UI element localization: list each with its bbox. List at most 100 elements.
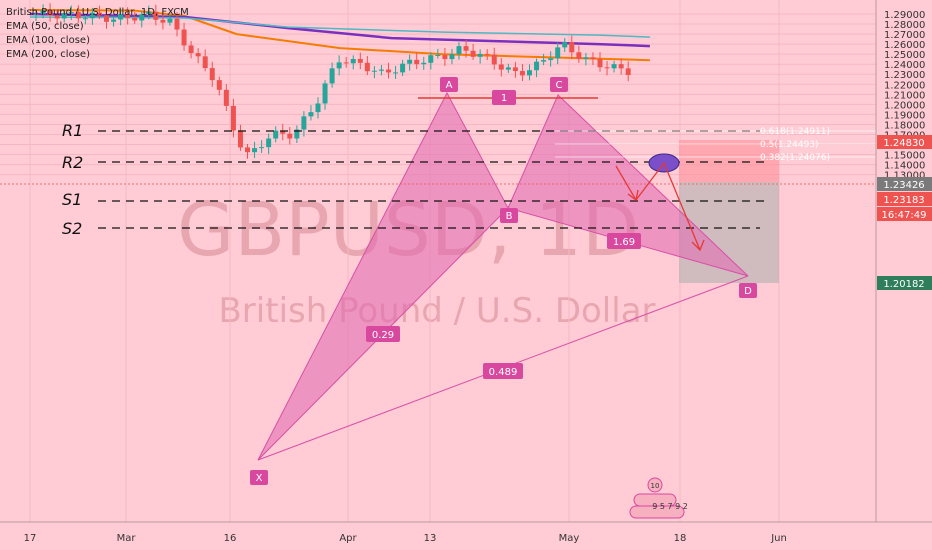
candle-body (541, 60, 547, 62)
candle-body (400, 63, 406, 73)
x-tick-label: Apr (339, 533, 357, 544)
candle-body (75, 12, 81, 19)
fib-5-label: 0.5(1.24493) (760, 140, 819, 150)
x-tick-label: 13 (424, 533, 437, 544)
candle-body (435, 55, 441, 57)
candle-body (625, 68, 631, 76)
svg-text:1.20182: 1.20182 (883, 279, 924, 290)
event-badge-icon[interactable]: 10 9 5 7 9 2 (629, 477, 688, 519)
candle-body (505, 67, 511, 70)
candle-body (259, 147, 265, 149)
candle-body (47, 10, 53, 16)
svg-text:16:47:49: 16:47:49 (882, 210, 927, 221)
candle-body (315, 103, 321, 113)
y-tick-label: 1.13000 (884, 171, 925, 182)
candle-body (245, 147, 250, 153)
candle-body (266, 138, 272, 148)
level-label-s1: S1 (62, 190, 82, 209)
candle-body (456, 46, 462, 55)
fib-618-label: 0.618(1.24911) (760, 127, 830, 137)
candle-body (527, 70, 532, 76)
legend-ema50[interactable]: EMA (50, close) (6, 21, 84, 32)
candle-body (329, 68, 335, 84)
candle-body (611, 64, 617, 69)
x-tick-label: 17 (24, 533, 37, 544)
y-tick-label: 1.14000 (884, 161, 925, 172)
level-label-s2: S2 (62, 219, 82, 238)
svg-text:D: D (744, 286, 752, 297)
ema200-line (29, 16, 650, 38)
y-tick-label: 1.19000 (884, 110, 925, 121)
badge-digits-text: 9 5 7 9 2 (652, 502, 688, 511)
candle-body (590, 57, 596, 60)
candle-body (378, 69, 384, 71)
candle-body (195, 53, 201, 57)
candle-body (322, 83, 328, 104)
y-tick-label: 1.29000 (884, 10, 925, 21)
candle-body (174, 18, 180, 30)
candle-body (82, 18, 88, 20)
candle-body (498, 64, 504, 70)
candle-body (237, 130, 243, 148)
candle-body (371, 70, 377, 72)
candle-body (54, 15, 60, 19)
candle-body (576, 52, 582, 59)
candle-body (202, 56, 208, 69)
candle-body (604, 67, 610, 69)
candle-body (555, 47, 561, 59)
candle-body (597, 59, 603, 68)
svg-text:1.23183: 1.23183 (883, 195, 924, 206)
candle-body (357, 58, 363, 63)
stop-zone[interactable] (679, 140, 779, 182)
candle-body (336, 62, 342, 69)
point-b-label: B (500, 208, 518, 223)
candle-body (252, 148, 258, 153)
time-axis[interactable]: 17 Mar 16 Apr 13 May 18 Jun (0, 521, 932, 544)
legend-symbol[interactable]: British Pound / U.S. Dollar, 1D, FXCM (6, 7, 189, 18)
ratio-text-1: 1 (501, 93, 507, 104)
candle-body (188, 45, 194, 54)
candle-body (407, 59, 413, 64)
candle-body (484, 53, 490, 55)
price-tag-5: 1.20182 (877, 276, 932, 290)
x-tick-label: 16 (224, 533, 237, 544)
candle-body (393, 72, 399, 74)
arrow-head-2 (691, 239, 705, 252)
y-tick-label: 1.15000 (884, 151, 925, 162)
ema100-line (29, 12, 650, 48)
candle-body (273, 130, 279, 139)
point-x-label: X (250, 470, 268, 485)
legend-ema100[interactable]: EMA (100, close) (6, 35, 90, 46)
y-tick-label: 1.18000 (884, 120, 925, 131)
projection-path (615, 161, 701, 251)
svg-text:C: C (556, 80, 563, 91)
arrow-head-1 (627, 189, 639, 202)
price-tag-4: 16:47:49 (877, 207, 932, 221)
point-c-label: C (550, 77, 568, 92)
y-tick-label: 1.21000 (884, 90, 925, 101)
candle-body (111, 19, 117, 22)
candle-body (104, 15, 109, 22)
candle-body (421, 62, 427, 65)
candle-body (534, 61, 540, 71)
svg-text:1.23426: 1.23426 (883, 180, 924, 191)
candle-body (562, 42, 568, 48)
level-label-r1: R1 (62, 121, 83, 140)
candle-body (386, 69, 391, 73)
y-tick-label: 1.28000 (884, 20, 925, 31)
ratio-label-xb: 0.29 (366, 326, 400, 342)
candle-body (414, 59, 420, 65)
candle-body (463, 46, 469, 51)
legend-ema200[interactable]: EMA (200, close) (6, 49, 90, 60)
candle-body (583, 57, 589, 59)
candle-body (139, 14, 145, 21)
candle-body (125, 14, 131, 18)
point-a-label: A (440, 77, 458, 92)
candle-body (449, 54, 455, 60)
candle-body (343, 62, 349, 64)
candle-body (61, 13, 67, 19)
y-tick-label: 1.23000 (884, 70, 925, 81)
x-tick-label: Jun (770, 533, 787, 544)
